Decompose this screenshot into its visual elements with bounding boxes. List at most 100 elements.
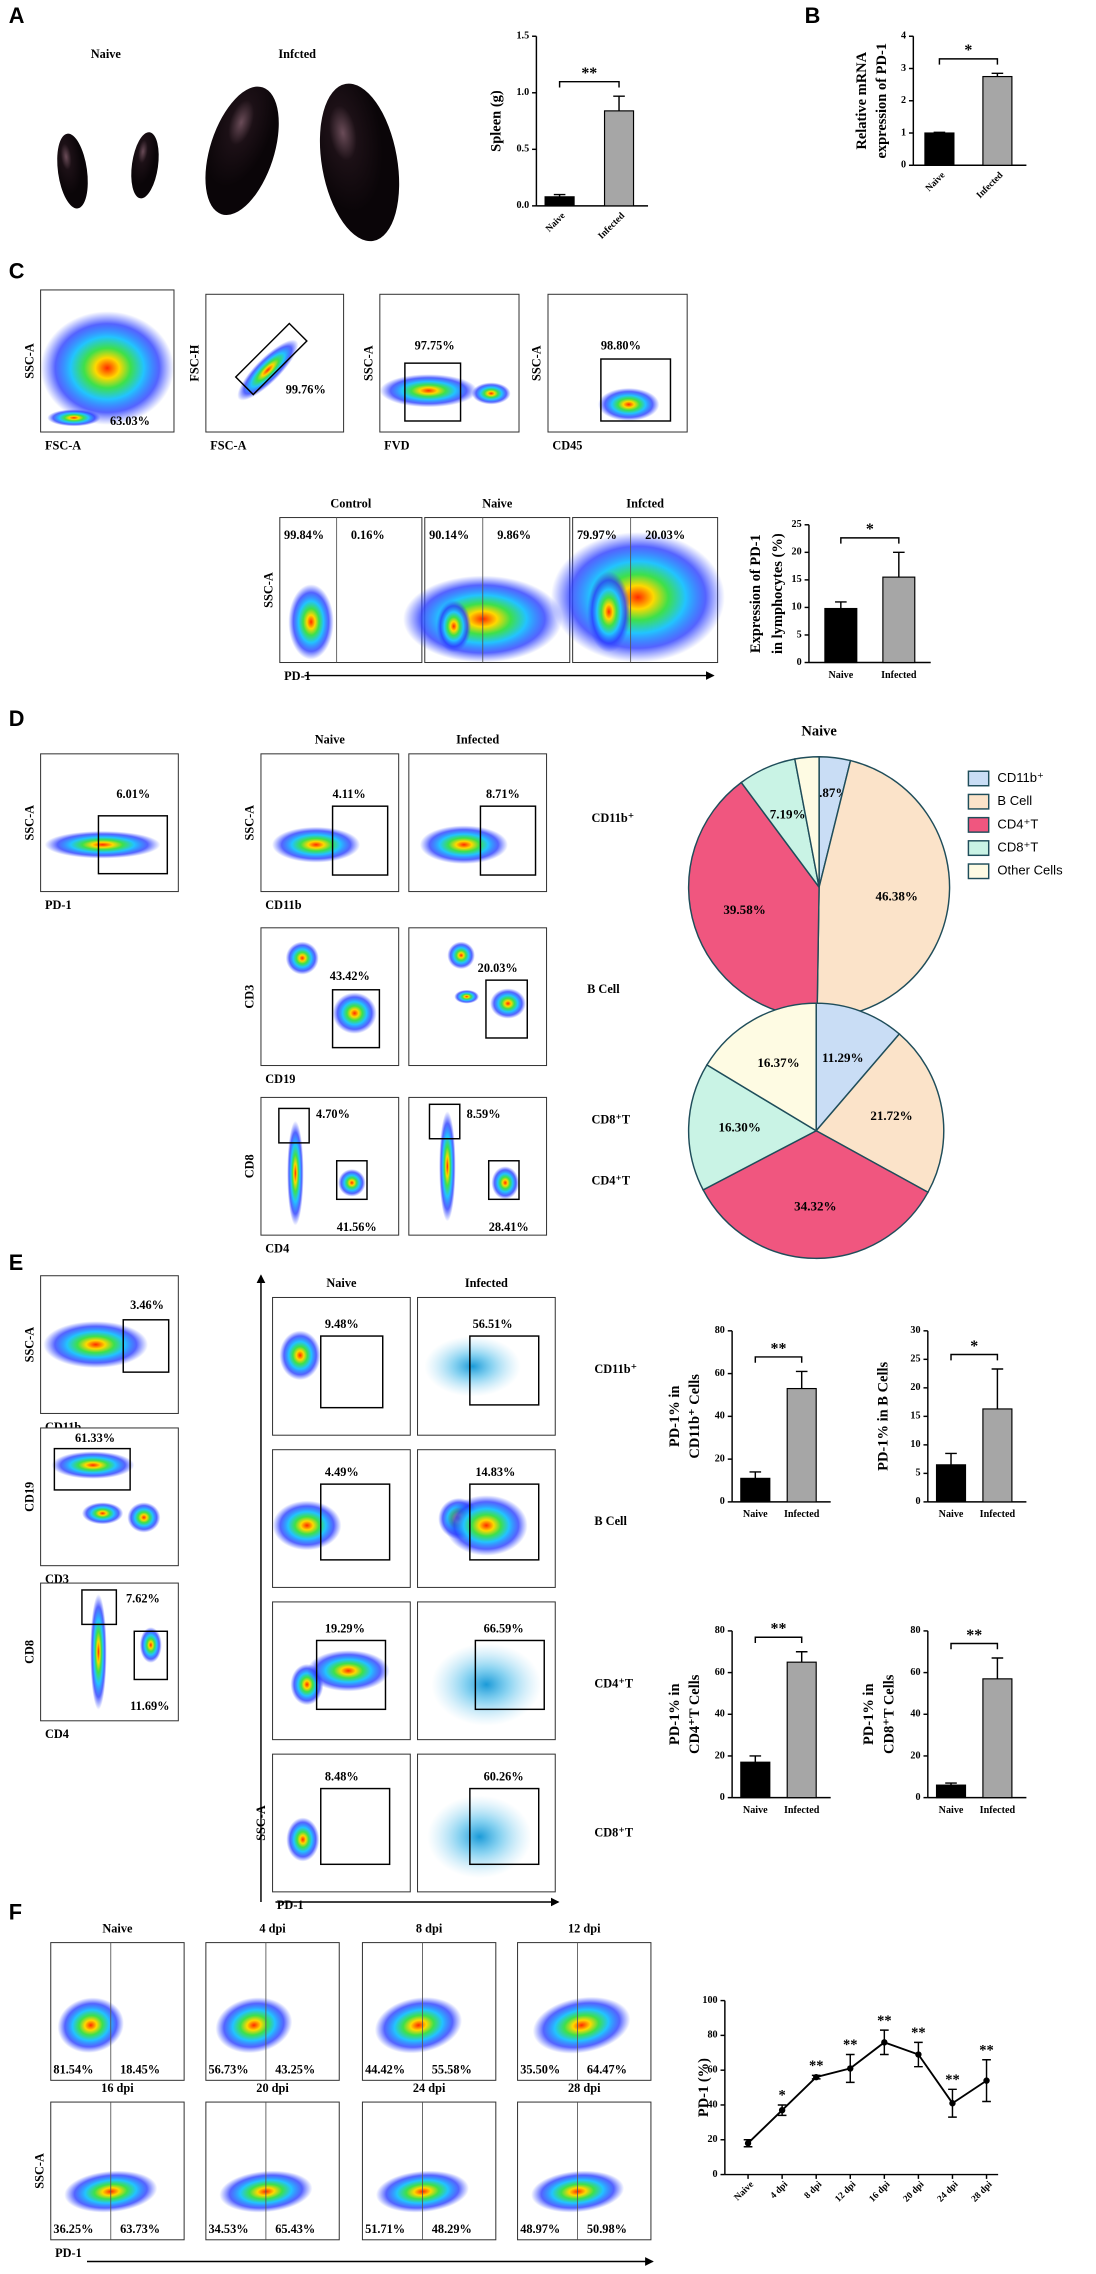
gate bbox=[97, 815, 169, 875]
bar bbox=[740, 1477, 771, 1503]
event-density bbox=[374, 1997, 463, 2054]
gate bbox=[81, 1589, 118, 1626]
pie-slice bbox=[705, 1002, 817, 1133]
legend-swatch bbox=[967, 863, 990, 880]
y-axis-label: expression of PD-1 bbox=[874, 43, 890, 159]
gate-percent: 8.71% bbox=[486, 787, 520, 801]
gate bbox=[335, 1160, 368, 1201]
gate-percent: 64.47% bbox=[587, 2063, 627, 2077]
plot-title: Infected bbox=[465, 1276, 508, 1290]
panel-label: A bbox=[9, 3, 25, 28]
row-label: CD8⁺T bbox=[594, 1826, 633, 1840]
y-axis-label: SSC-A bbox=[22, 1327, 36, 1363]
event-density bbox=[271, 826, 361, 863]
gate bbox=[53, 1447, 131, 1491]
data-point bbox=[813, 2073, 820, 2081]
gate-percent: 0.16% bbox=[351, 528, 385, 542]
event-density bbox=[287, 1120, 304, 1226]
event-density bbox=[447, 941, 475, 970]
significance: ** bbox=[979, 2042, 993, 2058]
event-density bbox=[47, 409, 101, 427]
event-density bbox=[272, 1500, 342, 1551]
plot-title: Infcted bbox=[626, 496, 664, 510]
flow-plot-frame bbox=[260, 927, 400, 1067]
gate-percent: 63.73% bbox=[120, 2222, 160, 2236]
event-density bbox=[332, 992, 377, 1034]
plot-title: Naive bbox=[482, 496, 513, 510]
gate bbox=[479, 805, 537, 876]
y-tick-label: 60 bbox=[715, 1368, 725, 1379]
flow-plot-frame bbox=[260, 1096, 400, 1236]
gate-percent: 56.73% bbox=[209, 2063, 249, 2077]
gate-percent: 18.45% bbox=[120, 2063, 160, 2077]
gate-percent: 60.26% bbox=[484, 1769, 524, 1783]
gate-percent: 97.75% bbox=[415, 338, 455, 352]
y-axis-label: CD8⁺T Cells bbox=[881, 1674, 897, 1754]
event-density bbox=[424, 1336, 521, 1397]
y-tick-label: 60 bbox=[715, 1667, 725, 1678]
error-bar bbox=[835, 601, 847, 609]
bar bbox=[982, 1408, 1013, 1503]
panel-label: B bbox=[805, 3, 821, 28]
spleen-photos bbox=[57, 83, 400, 242]
x-tick-label: Infected bbox=[784, 1509, 820, 1520]
y-tick-label: 0.5 bbox=[516, 144, 529, 155]
x-axis-label: CD11b bbox=[265, 898, 301, 912]
significance-bracket bbox=[938, 58, 999, 65]
gate-percent: 63.03% bbox=[110, 414, 150, 428]
x-axis-label: PD-1 bbox=[45, 898, 72, 912]
x-tick-label: Naive bbox=[743, 1805, 768, 1816]
error-bar bbox=[991, 1657, 1004, 1679]
x-axis-label: CD4 bbox=[265, 1241, 289, 1255]
spleen-naive-1 bbox=[57, 133, 88, 209]
row-label: CD11b⁺ bbox=[594, 1362, 637, 1376]
event-density bbox=[431, 1643, 542, 1726]
spleen-naive-2 bbox=[131, 132, 159, 199]
y-axis-label: in lymphocytes (%) bbox=[770, 533, 786, 654]
x-tick-label: Naive bbox=[733, 2180, 756, 2203]
event-density bbox=[379, 374, 478, 408]
gate bbox=[469, 1787, 540, 1866]
y-tick-label: 10 bbox=[910, 1439, 920, 1450]
y-tick-label: 1.5 bbox=[516, 31, 529, 42]
y-axis-label: SSC-A bbox=[362, 345, 376, 381]
gate-percent: 35.50% bbox=[520, 2063, 560, 2077]
row-label: CD4⁺T bbox=[594, 1676, 633, 1690]
slice-label: 39.58% bbox=[723, 902, 765, 917]
error-bar bbox=[613, 95, 625, 111]
plot-title: Control bbox=[330, 496, 371, 510]
bar bbox=[786, 1661, 817, 1799]
y-tick-label: 40 bbox=[910, 1709, 920, 1720]
gate-percent: 61.33% bbox=[75, 1431, 115, 1445]
gate-percent: 90.14% bbox=[429, 528, 469, 542]
y-tick-label: 80 bbox=[715, 1625, 725, 1636]
event-density bbox=[57, 1997, 124, 2053]
legend-label: CD4⁺T bbox=[997, 816, 1038, 831]
gate bbox=[469, 1483, 540, 1561]
gate-percent: 4.49% bbox=[325, 1465, 359, 1479]
data-point bbox=[744, 2140, 752, 2147]
x-tick-label: Naive bbox=[544, 211, 567, 234]
gate bbox=[474, 1639, 545, 1711]
plot-title: 20 dpi bbox=[256, 2081, 289, 2095]
significance-bracket bbox=[558, 80, 620, 88]
error-bar bbox=[991, 1368, 1004, 1409]
error-bar bbox=[795, 1651, 808, 1663]
flow-plot-frame bbox=[408, 1096, 548, 1236]
x-axis-label: FVD bbox=[384, 438, 409, 452]
panel-label: F bbox=[9, 1899, 22, 1924]
error-bar bbox=[893, 551, 905, 578]
gate bbox=[320, 1335, 384, 1409]
gate-percent: 41.56% bbox=[337, 1220, 377, 1234]
event-density bbox=[598, 387, 660, 421]
event-density bbox=[439, 1111, 456, 1222]
y-axis-label: Expression of PD-1 bbox=[748, 534, 764, 653]
gate-percent: 28.41% bbox=[489, 1220, 529, 1234]
gate-percent: 3.46% bbox=[130, 1298, 164, 1312]
plot-title: 16 dpi bbox=[101, 2081, 134, 2095]
photo-label: Naive bbox=[91, 47, 122, 61]
slice-label: 11.29% bbox=[822, 1050, 864, 1065]
y-tick-label: 4 bbox=[901, 31, 906, 42]
y-axis-label: Relative mRNA bbox=[854, 51, 870, 149]
x-axis-label: CD45 bbox=[552, 438, 582, 452]
